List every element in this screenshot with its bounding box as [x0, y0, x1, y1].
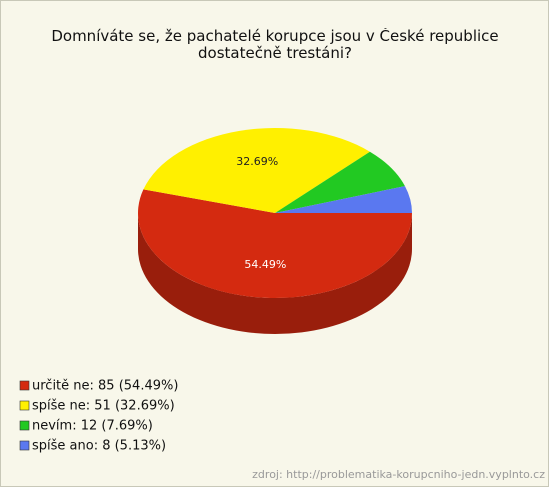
- slice-label: 54.49%: [244, 258, 286, 271]
- legend-swatch: [19, 400, 30, 411]
- title-box: Domníváte se, že pachatelé korupce jsou …: [51, 28, 499, 62]
- legend-swatch: [19, 420, 30, 431]
- legend-label: spíše ne: 51 (32.69%): [32, 399, 175, 414]
- source: zdroj: http://problematika-korupcniho-je…: [252, 468, 545, 481]
- pie-slice: [275, 186, 413, 213]
- legend-swatch: [19, 380, 30, 391]
- legend-label: určitě ne: 85 (54.49%): [32, 379, 178, 394]
- pie-side: [138, 213, 412, 334]
- pie-slice: [138, 189, 413, 298]
- chart-title: Domníváte se, že pachatelé korupce jsou …: [51, 28, 499, 62]
- legend-swatch: [19, 440, 30, 451]
- legend-label: nevím: 12 (7.69%): [32, 419, 153, 434]
- slice-label: 32.69%: [236, 155, 278, 168]
- pie-slice: [143, 128, 370, 213]
- pie-slice: [275, 151, 405, 213]
- legend-label: spíše ano: 8 (5.13%): [32, 439, 166, 454]
